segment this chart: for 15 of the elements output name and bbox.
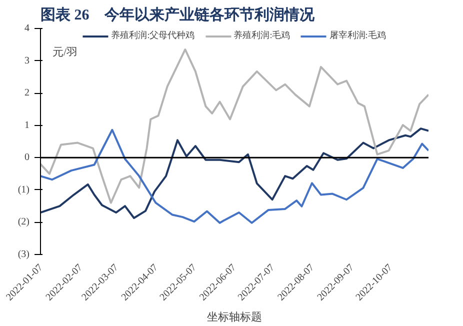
chart-title: 图表 26 今年以来产业链各环节利润情况	[40, 6, 316, 24]
y-tick-label: 1	[24, 120, 30, 131]
legend-label: 养殖利润:毛鸡	[234, 29, 290, 42]
y-tick-label: 2	[24, 88, 30, 99]
y-tick-label: (2)	[18, 216, 30, 228]
x-axis-title: 坐标轴标题	[207, 310, 262, 324]
y-tick-label: (1)	[18, 184, 30, 196]
legend-label: 屠宰利润:毛鸡	[329, 29, 386, 42]
y-axis-title: 元/羽	[52, 46, 78, 58]
y-tick-label: 3	[24, 55, 30, 66]
line-series	[40, 48, 428, 204]
y-tick-label: (3)	[18, 249, 30, 260]
y-tick-label: 4	[24, 23, 30, 34]
legend-label: 养殖利润:父母代种鸡	[111, 29, 195, 42]
y-tick-label: 0	[24, 152, 30, 164]
